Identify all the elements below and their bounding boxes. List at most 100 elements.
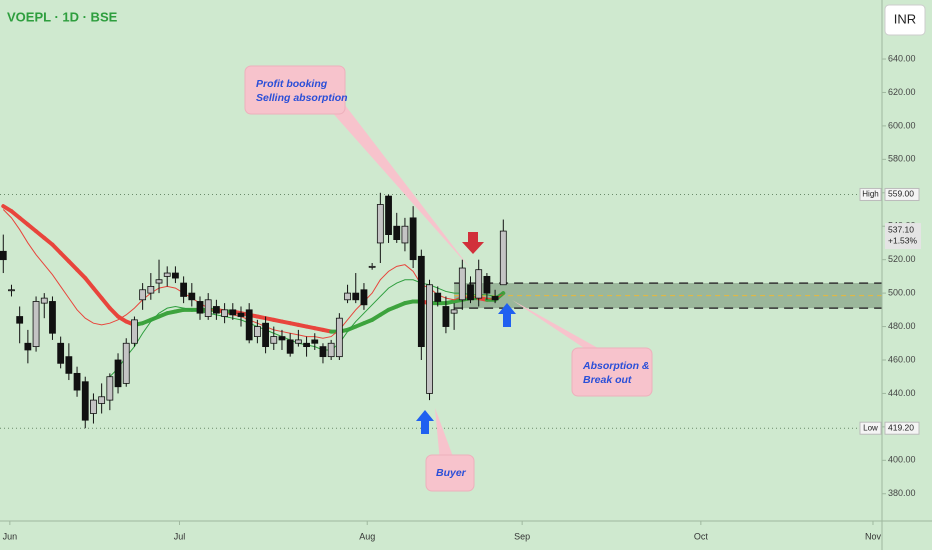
level-tag	[859, 421, 882, 435]
candle-body	[294, 339, 302, 344]
candle-body	[303, 342, 310, 348]
candle-body	[57, 342, 65, 364]
candle-body	[376, 204, 384, 244]
candle-body	[327, 342, 335, 358]
currency-button[interactable]	[884, 4, 926, 36]
candle-body	[229, 309, 237, 316]
candle-body	[81, 381, 89, 421]
candle-body	[147, 286, 155, 294]
level-name: Low	[863, 423, 878, 432]
candle-body	[122, 342, 130, 384]
candle-body	[319, 346, 327, 358]
ma-segment	[83, 276, 96, 291]
candle-body	[360, 289, 368, 306]
candle-body	[450, 309, 458, 314]
level-tag	[859, 187, 882, 201]
candle-body	[213, 306, 220, 314]
candle-body	[409, 217, 417, 261]
candle-body	[352, 292, 360, 301]
annotation: Break out	[583, 374, 632, 386]
candle-body	[131, 319, 138, 344]
level-price-tag	[884, 421, 920, 435]
last-change: +1.53%	[888, 235, 918, 245]
candle-body	[311, 339, 319, 344]
chart-title: VOEPL · 1D · BSE	[7, 9, 118, 24]
candle-body	[49, 301, 56, 334]
x-tick-label: Sep	[514, 531, 530, 541]
callout-box	[571, 347, 653, 397]
candle-body	[475, 269, 483, 299]
level-price: 559.00	[888, 189, 914, 199]
ma-segment	[99, 296, 112, 311]
candle-body	[196, 301, 204, 314]
plot-area: 380.00400.00420.00440.00460.00480.00500.…	[0, 53, 921, 541]
y-tick-label: 460.00	[888, 354, 916, 364]
x-tick-label: Nov	[865, 531, 882, 541]
x-tick-label: Oct	[694, 531, 709, 541]
callout-tail	[435, 408, 455, 462]
candle-body	[155, 279, 163, 284]
candle-body	[467, 284, 474, 301]
callout-box	[425, 454, 475, 492]
callout-tail	[512, 300, 605, 352]
candle-body	[401, 225, 409, 244]
candle-body	[253, 326, 261, 337]
x-tick-label: Aug	[359, 531, 375, 541]
candle-body	[483, 275, 491, 294]
candle-body	[98, 396, 106, 404]
candle-body	[442, 306, 450, 327]
callout-tail	[330, 105, 470, 268]
y-tick-label: 440.00	[888, 388, 916, 398]
candle-body	[180, 282, 188, 297]
candle-body	[221, 309, 228, 317]
candle-body	[65, 356, 73, 374]
annotation: Buyer	[436, 467, 467, 479]
level-name: High	[862, 190, 878, 199]
candle-body	[32, 301, 40, 348]
candle-body	[0, 250, 7, 261]
level-price-tag	[884, 187, 920, 201]
candle-body	[204, 299, 212, 317]
candle-body	[8, 289, 15, 292]
y-tick-label: 500.00	[888, 287, 916, 297]
y-tick-label: 620.00	[888, 87, 916, 97]
candle-body	[335, 317, 343, 358]
y-tick-label: 600.00	[888, 120, 916, 130]
y-tick-label: 480.00	[888, 321, 916, 331]
callout-box	[244, 65, 346, 115]
candle-body	[417, 255, 425, 348]
level-price: 419.20	[888, 422, 914, 432]
candle-body	[385, 195, 392, 235]
annotation: Absorption &	[582, 360, 650, 372]
candle-body	[106, 376, 114, 401]
candle-body	[163, 272, 171, 277]
x-tick-label: Jul	[174, 531, 186, 541]
y-tick-label: 400.00	[888, 455, 916, 465]
y-tick-label: 380.00	[888, 488, 916, 498]
candle-body	[368, 265, 376, 268]
candle-body	[40, 297, 48, 304]
x-tick-label: Jun	[3, 531, 18, 541]
y-tick-label: 640.00	[888, 53, 916, 63]
candle-body	[344, 292, 351, 301]
up-arrow	[498, 303, 516, 327]
ma-segment	[91, 286, 104, 301]
last-price-tag	[885, 223, 921, 250]
candle-body	[262, 322, 269, 348]
candle-body	[426, 284, 433, 394]
candle-body	[73, 372, 81, 391]
candle-body	[434, 292, 442, 302]
candle-body	[16, 316, 24, 324]
candle-body	[237, 312, 245, 317]
up-arrow	[416, 410, 434, 434]
down-arrow	[462, 232, 484, 254]
candle-body	[90, 399, 97, 414]
candle-body	[245, 309, 253, 341]
candle-body	[286, 339, 294, 354]
currency-label[interactable]: INR	[894, 11, 916, 26]
candle-body	[188, 292, 196, 301]
candle-body	[491, 296, 499, 301]
candle-body	[458, 267, 466, 301]
candle-body	[24, 342, 32, 351]
